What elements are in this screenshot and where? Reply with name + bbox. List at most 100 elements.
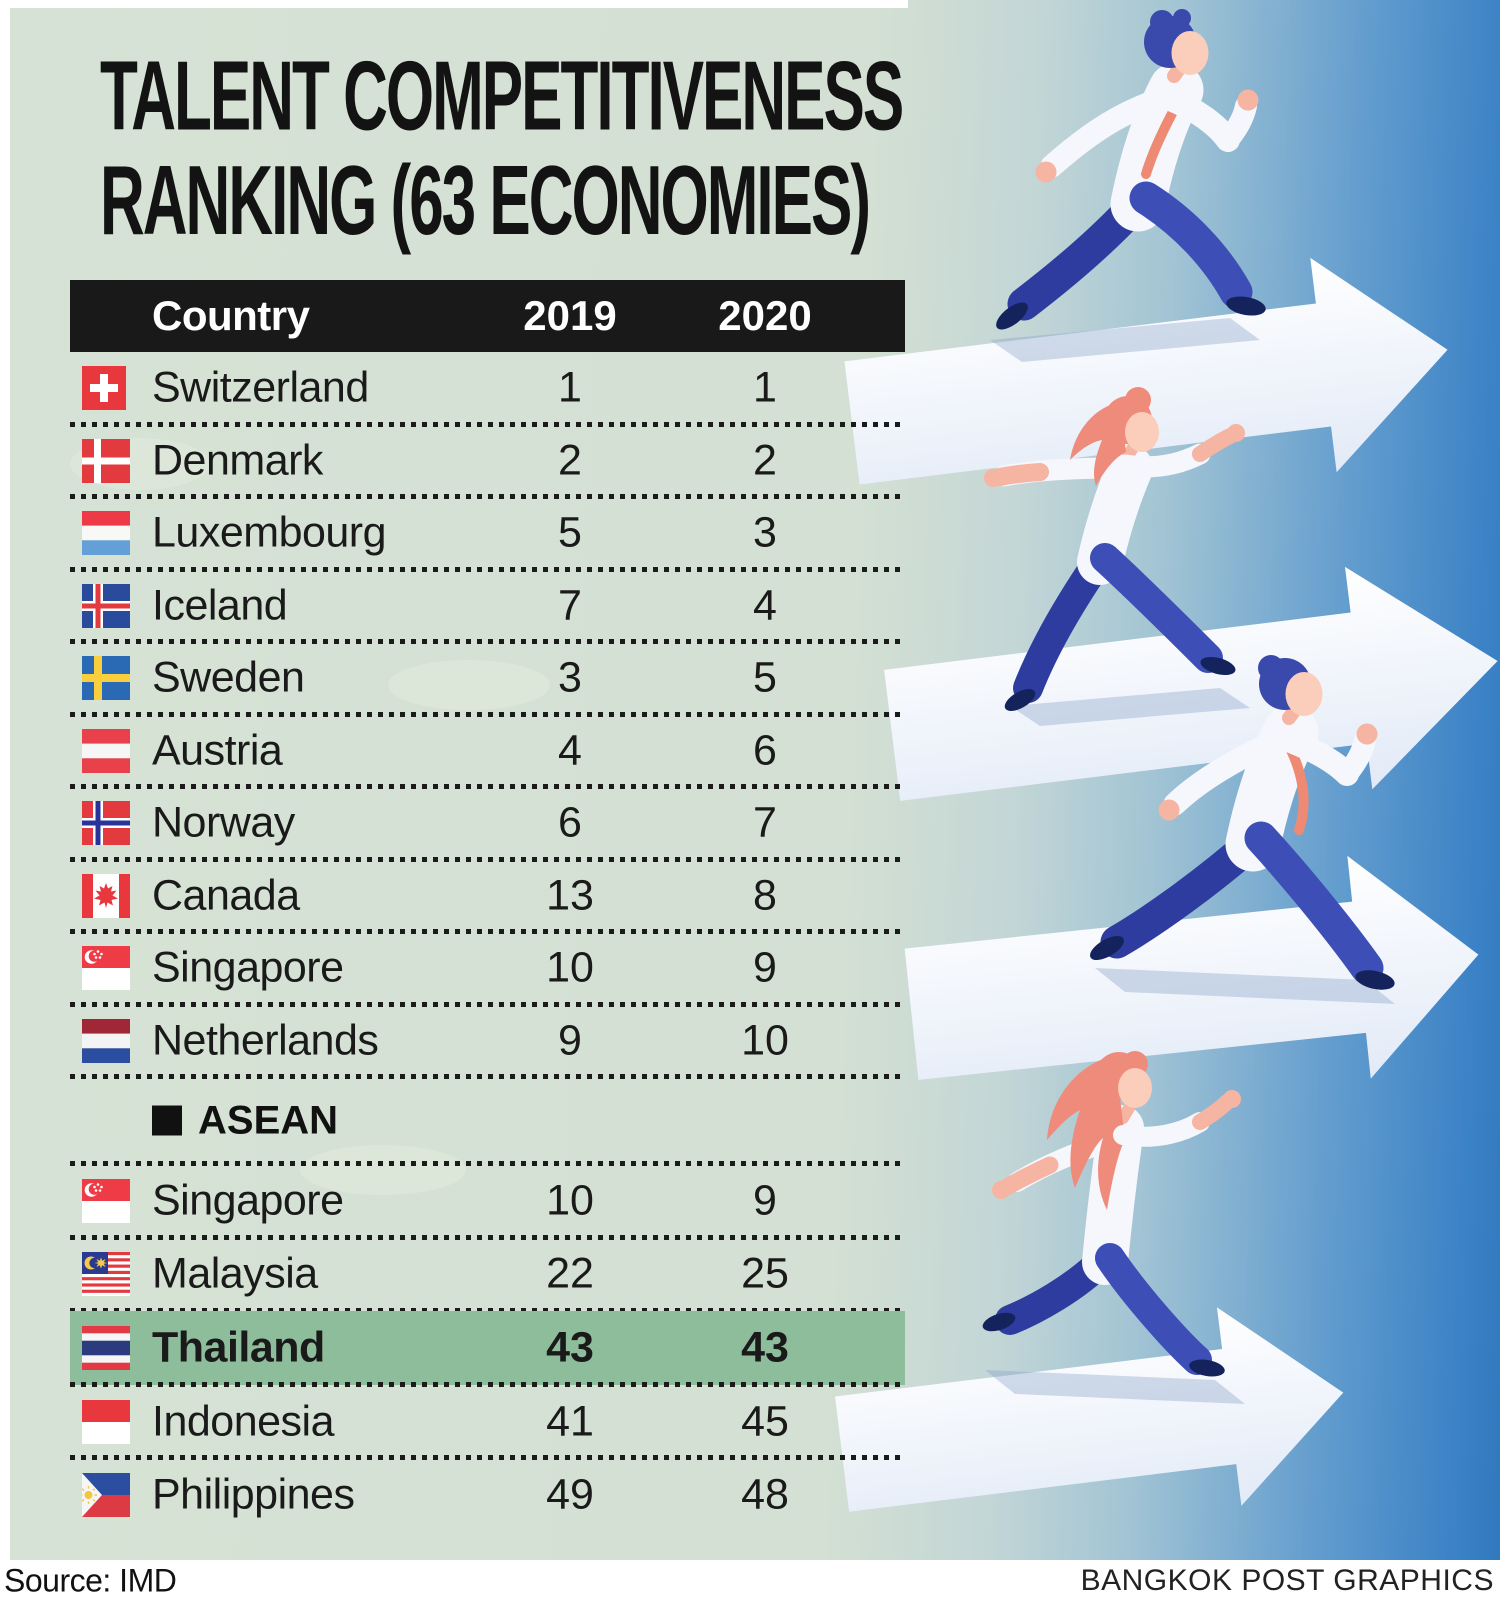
table-header: Country 2019 2020: [70, 280, 905, 352]
footer-bar: Source: IMD BANGKOK POST GRAPHICS: [0, 1560, 1500, 1602]
rank-2019: 7: [558, 581, 582, 630]
rank-2020: 43: [741, 1323, 789, 1372]
rank-2020: 8: [753, 871, 777, 920]
country-name: Singapore: [152, 943, 344, 992]
rank-2020: 45: [741, 1397, 789, 1446]
rank-2019: 22: [546, 1249, 594, 1298]
rank-2019: 41: [546, 1397, 594, 1446]
rank-2020: 25: [741, 1249, 789, 1298]
runner-woman-1: [984, 387, 1250, 726]
austria-flag-icon: [82, 728, 130, 773]
page-margin: [0, 0, 908, 8]
rank-2019: 9: [558, 1016, 582, 1065]
row-thailand-highlighted: Thailand 43 43: [70, 1311, 905, 1387]
runners-illustration: [835, 9, 1498, 1512]
cloud-shape: [388, 660, 550, 710]
country-name: Iceland: [152, 581, 288, 630]
row-austria: Austria 4 6: [70, 715, 905, 789]
title-line-2: RANKING (63 ECONOMIES): [100, 147, 871, 257]
rank-2019: 49: [546, 1470, 594, 1519]
switzerland-flag-icon: [82, 366, 126, 411]
ranking-table: Country 2019 2020 Switzerland 1 1 Denmar…: [70, 280, 905, 1532]
rank-2019: 13: [546, 871, 594, 920]
asean-section-header: ASEAN: [70, 1077, 905, 1166]
rank-2020: 9: [753, 1176, 777, 1225]
country-name: Switzerland: [152, 363, 369, 412]
row-singapore: Singapore 10 9: [70, 932, 905, 1006]
row-indonesia: Indonesia 41 45: [70, 1385, 905, 1460]
cloud-shape: [300, 1145, 466, 1195]
thailand-flag-icon: [82, 1325, 130, 1370]
rank-2019: 6: [558, 798, 582, 847]
rank-2019: 43: [546, 1323, 594, 1372]
title-line-1: TALENT COMPETITIVENESS: [100, 42, 904, 152]
white-arrow-1: [844, 257, 1448, 485]
rank-2019: 5: [558, 508, 582, 557]
country-name: Philippines: [152, 1470, 355, 1519]
page-margin: [0, 0, 10, 1560]
country-name: Singapore: [152, 1176, 344, 1225]
row-philippines: Philippines 49 48: [70, 1458, 905, 1532]
philippines-flag-icon: [82, 1473, 130, 1518]
white-arrow-2: [884, 566, 1498, 801]
rank-2019: 10: [546, 1176, 594, 1225]
luxembourg-flag-icon: [82, 511, 130, 556]
row-switzerland: Switzerland 1 1: [70, 352, 905, 426]
rank-2020: 3: [753, 508, 777, 557]
rank-2020: 7: [753, 798, 777, 847]
runner-woman-2: [982, 1051, 1245, 1404]
canada-flag-icon: [82, 873, 130, 918]
singapore-flag-icon: [82, 1178, 130, 1223]
country-name: Canada: [152, 871, 300, 920]
row-canada: Canada 13 8: [70, 860, 905, 934]
row-luxembourg: Luxembourg 5 3: [70, 497, 905, 571]
graphics-credit: BANGKOK POST GRAPHICS: [1080, 1564, 1494, 1597]
asean-label: ASEAN: [198, 1098, 339, 1142]
rank-2020: 1: [753, 363, 777, 412]
rank-2020: 10: [741, 1016, 789, 1065]
rank-2020: 5: [753, 653, 777, 702]
page-title: TALENT COMPETITIVENESS RANKING (63 ECONO…: [100, 42, 904, 257]
runner-man-2: [1090, 655, 1395, 1004]
indonesia-flag-icon: [82, 1399, 130, 1444]
rank-2020: 2: [753, 436, 777, 485]
row-norway: Norway 6 7: [70, 787, 905, 861]
malaysia-flag-icon: [82, 1252, 130, 1297]
country-name: Thailand: [152, 1323, 325, 1372]
runner-man-1: [990, 9, 1266, 362]
country-name: Norway: [152, 798, 295, 847]
header-2019: 2019: [523, 292, 617, 339]
header-2020: 2020: [718, 292, 812, 339]
singapore-flag-icon: [82, 946, 130, 991]
country-name: Indonesia: [152, 1397, 335, 1446]
row-sweden: Sweden 3 5: [70, 642, 905, 716]
row-netherlands: Netherlands 9 10: [70, 1005, 905, 1079]
row-asean-singapore: Singapore 10 9: [70, 1164, 905, 1240]
rank-2019: 2: [558, 436, 582, 485]
white-arrow-4: [835, 1307, 1344, 1512]
rank-2020: 48: [741, 1470, 789, 1519]
country-name: Netherlands: [152, 1016, 379, 1065]
norway-flag-icon: [82, 801, 130, 846]
square-bullet-icon: [152, 1105, 182, 1136]
row-denmark: Denmark 2 2: [70, 425, 905, 499]
country-name: Malaysia: [152, 1249, 318, 1298]
country-name: Sweden: [152, 653, 305, 702]
asean-label-wrap: ASEAN: [152, 1098, 338, 1143]
header-country: Country: [152, 292, 310, 339]
country-name: Austria: [152, 726, 283, 775]
source-credit: Source: IMD: [4, 1562, 177, 1599]
country-name: Denmark: [152, 436, 323, 485]
row-iceland: Iceland 7 4: [70, 570, 905, 644]
rank-2020: 9: [753, 943, 777, 992]
rank-2020: 4: [753, 581, 777, 630]
country-name: Luxembourg: [152, 508, 387, 557]
iceland-flag-icon: [82, 583, 130, 628]
rank-2020: 6: [753, 726, 777, 775]
rank-2019: 1: [558, 363, 582, 412]
denmark-flag-icon: [82, 438, 130, 483]
netherlands-flag-icon: [82, 1018, 130, 1063]
rank-2019: 10: [546, 943, 594, 992]
sweden-flag-icon: [82, 656, 130, 701]
